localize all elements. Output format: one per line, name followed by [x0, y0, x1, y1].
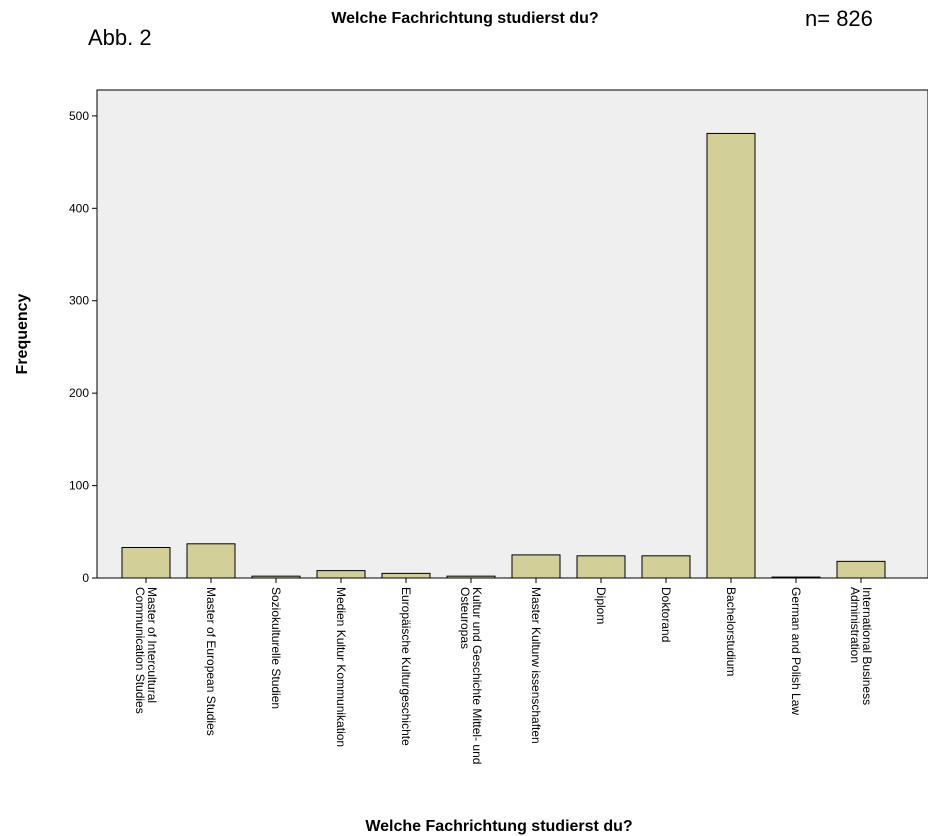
bar: [511, 554, 561, 579]
bar: [836, 560, 886, 579]
figure-label: Abb. 2: [88, 25, 152, 50]
x-tick-label: Doktorand: [659, 587, 673, 642]
x-tick-label: Kultur und Geschichte Mittel- undOsteuro…: [458, 587, 484, 764]
bar: [446, 575, 496, 579]
y-tick-label: 500: [69, 109, 89, 123]
x-tick-label: Master Kulturw issenschaften: [529, 587, 543, 744]
x-axis-title: Welche Fachrichtung studierst du?: [365, 818, 632, 835]
y-tick-label: 300: [69, 294, 89, 308]
y-tick-label: 400: [69, 201, 89, 215]
x-tick-label: Medien Kultur Kommunikation: [334, 587, 348, 747]
x-tick-label: German and Polish Law: [789, 587, 803, 715]
y-tick-label: 200: [69, 386, 89, 400]
x-tick-label: Master of InterculturalCommunication Stu…: [133, 587, 159, 714]
bar: [121, 547, 171, 579]
bar: [186, 543, 236, 579]
bar: [706, 132, 756, 579]
x-tick-label: Bachelorstudium: [724, 587, 738, 676]
sample-size: n= 826: [805, 6, 873, 31]
y-tick-label: 100: [69, 479, 89, 493]
y-axis-title: Frequency: [14, 293, 31, 374]
x-tick-label: Soziokulturelle Studien: [269, 587, 283, 709]
x-tick-label: Europäische Kulturgeschichte: [399, 587, 413, 746]
x-tick-label: International BusinessAdministration: [848, 587, 874, 705]
bar: [641, 555, 691, 579]
bar: [576, 555, 626, 579]
bar: [771, 576, 821, 579]
bar: [316, 570, 366, 579]
x-tick-label: Diplom: [594, 587, 608, 624]
chart-title: Welche Fachrichtung studierst du?: [331, 10, 598, 27]
x-tick-label: Master of European Studies: [204, 587, 218, 736]
plot-area: [96, 89, 928, 579]
bar: [251, 575, 301, 579]
bar: [381, 572, 431, 579]
y-tick-label: 0: [82, 571, 89, 585]
